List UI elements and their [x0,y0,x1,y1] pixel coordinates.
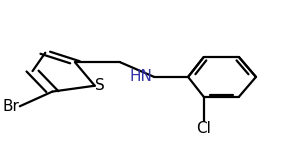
Text: Br: Br [3,99,20,114]
Text: S: S [95,78,105,93]
Text: Cl: Cl [196,121,211,136]
Text: HN: HN [130,69,153,84]
